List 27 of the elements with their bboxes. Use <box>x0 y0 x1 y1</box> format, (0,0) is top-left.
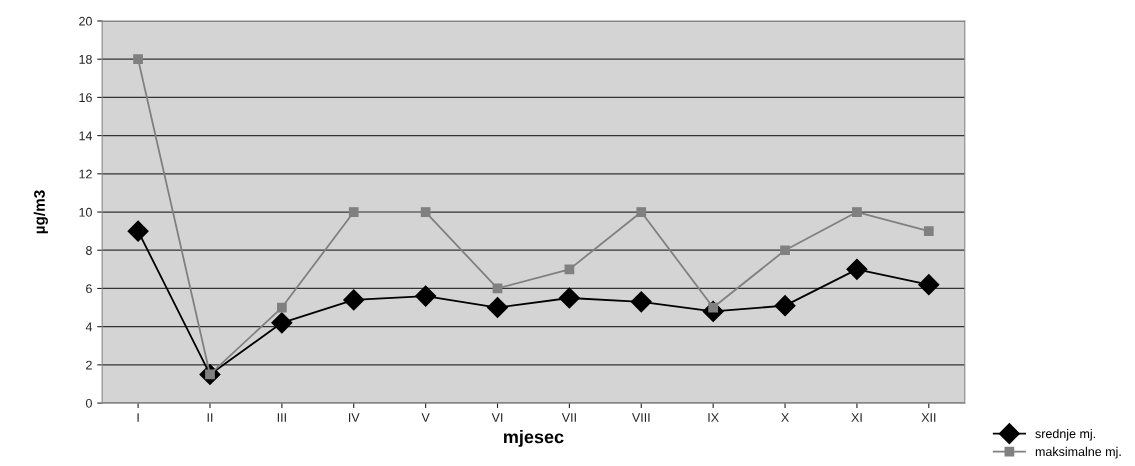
y-tick-label: 0 <box>85 398 92 408</box>
x-tick-label: VIII <box>631 413 650 422</box>
x-tick-label: II <box>207 413 213 422</box>
y-tick-label: 16 <box>79 93 92 103</box>
x-tick-label: XII <box>921 413 936 422</box>
x-tick-label: X <box>781 413 789 422</box>
x-tick-label: V <box>421 413 430 422</box>
y-tick-label: 14 <box>79 131 93 141</box>
y-tick-label: 8 <box>86 246 92 255</box>
legend-label: maksimalne mj. <box>1035 446 1121 459</box>
x-tick-label: I <box>137 413 139 422</box>
x-tick-label: IX <box>708 413 719 422</box>
legend-label: srednje mj. <box>1035 428 1095 441</box>
y-tick-label: 12 <box>79 169 92 179</box>
y-axis-title: µg/m3 <box>33 190 48 234</box>
x-tick-label: VII <box>561 413 576 422</box>
x-tick-label: III <box>277 413 286 422</box>
x-tick-label: VI <box>491 413 503 422</box>
x-tick-label: IV <box>348 413 360 422</box>
x-axis-title: mjesec <box>504 430 564 447</box>
y-tick-label: 18 <box>79 54 92 64</box>
y-tick-label: 10 <box>79 207 92 217</box>
y-tick-label: 2 <box>86 360 92 370</box>
x-tick-label: XI <box>851 413 862 422</box>
y-tick-label: 20 <box>79 16 92 26</box>
y-tick-label: 4 <box>85 322 93 332</box>
y-tick-label: 6 <box>86 284 92 294</box>
